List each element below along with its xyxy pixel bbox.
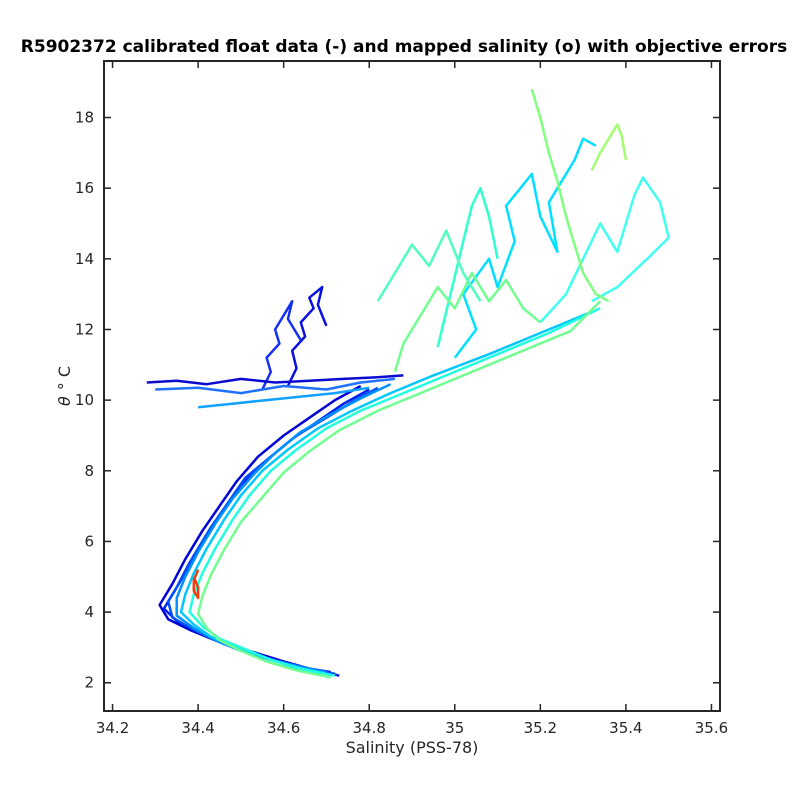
x-tick-label: 34.4 — [181, 719, 214, 737]
x-axis-ticks: 34.2 34.4 34.6 34.8 35 35.2 35.4 35.6 — [96, 61, 728, 737]
series-line — [436, 186, 499, 348]
x-tick-label: 35 — [445, 719, 464, 737]
y-tick-label: 18 — [75, 109, 94, 127]
series-line — [376, 229, 482, 302]
y-tick-label: 10 — [75, 391, 94, 409]
series-group — [146, 88, 670, 679]
y-tick-label: 2 — [84, 674, 94, 692]
series-line — [155, 377, 396, 395]
series-line — [192, 569, 200, 600]
y-tick-label: 14 — [75, 250, 94, 268]
y-tick-label: 12 — [75, 320, 94, 338]
series-line — [393, 271, 542, 373]
y-tick-label: 8 — [84, 462, 94, 480]
chart-title: R5902372 calibrated float data (-) and m… — [21, 37, 787, 57]
y-axis-label-symbol: θ — [55, 396, 74, 406]
plot-frame — [103, 60, 721, 712]
series-line — [146, 374, 404, 386]
y-tick-label: 16 — [75, 179, 94, 197]
plot-area — [104, 61, 720, 711]
series-line — [261, 299, 302, 391]
y-tick-label: 6 — [84, 532, 94, 550]
series-line — [197, 386, 370, 409]
series-line — [188, 307, 601, 677]
series-line — [286, 285, 328, 387]
y-tick-label: 4 — [84, 603, 94, 621]
series-line — [453, 137, 597, 359]
x-tick-label: 35.6 — [695, 719, 728, 737]
series-line — [530, 88, 610, 303]
series-line — [196, 300, 602, 679]
y-axis-label: θ ° C — [55, 366, 74, 406]
y-axis-ticks: 2 4 6 8 10 12 14 16 18 — [75, 109, 720, 692]
x-tick-label: 34.8 — [353, 719, 386, 737]
x-axis-label: Salinity (PSS-78) — [346, 738, 479, 757]
x-tick-label: 34.2 — [96, 719, 129, 737]
x-tick-label: 35.2 — [524, 719, 557, 737]
x-tick-label: 34.6 — [267, 719, 300, 737]
y-axis-label-unit: ° C — [55, 366, 74, 390]
series-line — [590, 123, 628, 172]
x-tick-label: 35.4 — [609, 719, 642, 737]
